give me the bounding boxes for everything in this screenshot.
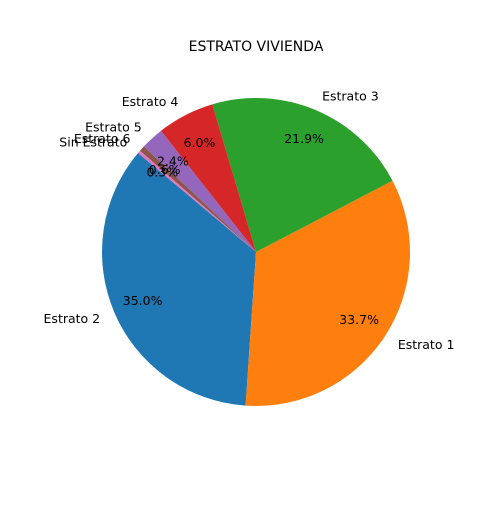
pie-slices [102,98,410,406]
pct-label-estrato-1: 33.7% [339,312,379,327]
slice-label-estrato-1: Estrato 1 [398,337,455,352]
slice-label-estrato-4: Estrato 4 [122,94,179,109]
slice-label-estrato-3: Estrato 3 [322,89,379,104]
chart-title: ESTRATO VIVIENDA [189,39,324,55]
pct-label-estrato-3: 21.9% [284,131,324,146]
slice-label-sin-estrato: Sin Estrato [59,134,127,149]
pct-label-estrato-2: 35.0% [123,293,163,308]
slice-label-estrato-2: Estrato 2 [44,311,101,326]
pct-label-sin-estrato: 0.3% [146,164,178,179]
pct-label-estrato-4: 6.0% [184,135,216,150]
